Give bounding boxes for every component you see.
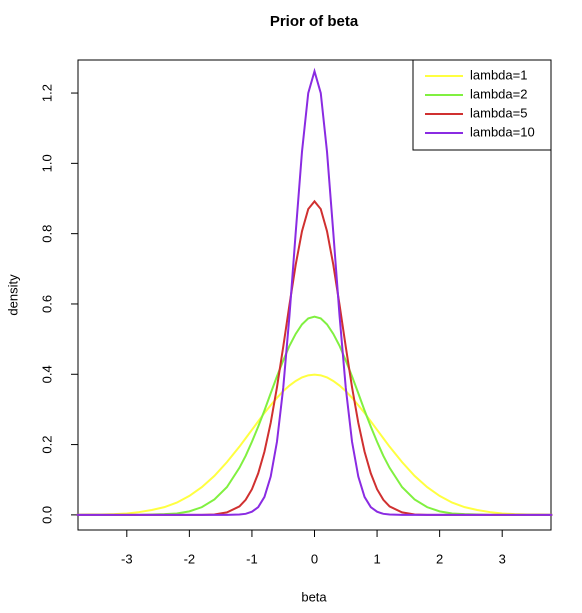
x-tick-label: -1 xyxy=(246,551,258,566)
legend-label: lambda=2 xyxy=(470,86,527,101)
y-tick-label: 0.6 xyxy=(39,295,54,313)
x-axis-label: beta xyxy=(301,589,327,604)
x-tick-label: -2 xyxy=(184,551,196,566)
x-tick-label: 2 xyxy=(436,551,443,566)
legend-label: lambda=1 xyxy=(470,67,527,82)
y-tick-label: 1.0 xyxy=(39,154,54,172)
x-tick-label: 3 xyxy=(499,551,506,566)
legend-label: lambda=5 xyxy=(470,105,527,120)
x-tick-label: 0 xyxy=(311,551,318,566)
y-axis-label: density xyxy=(5,274,20,316)
y-tick-label: 0.4 xyxy=(39,365,54,383)
x-tick-label: 1 xyxy=(373,551,380,566)
y-tick-label: 0.2 xyxy=(39,436,54,454)
line xyxy=(76,315,553,516)
line xyxy=(76,199,553,516)
legend-label: lambda=10 xyxy=(470,124,535,139)
chart-title: Prior of beta xyxy=(270,13,359,30)
line xyxy=(76,373,553,516)
y-tick-label: 1.2 xyxy=(39,84,54,102)
x-tick-label: -3 xyxy=(121,551,133,566)
line xyxy=(76,67,553,516)
y-tick-label: 0.0 xyxy=(39,506,54,524)
y-tick-label: 0.8 xyxy=(39,225,54,243)
